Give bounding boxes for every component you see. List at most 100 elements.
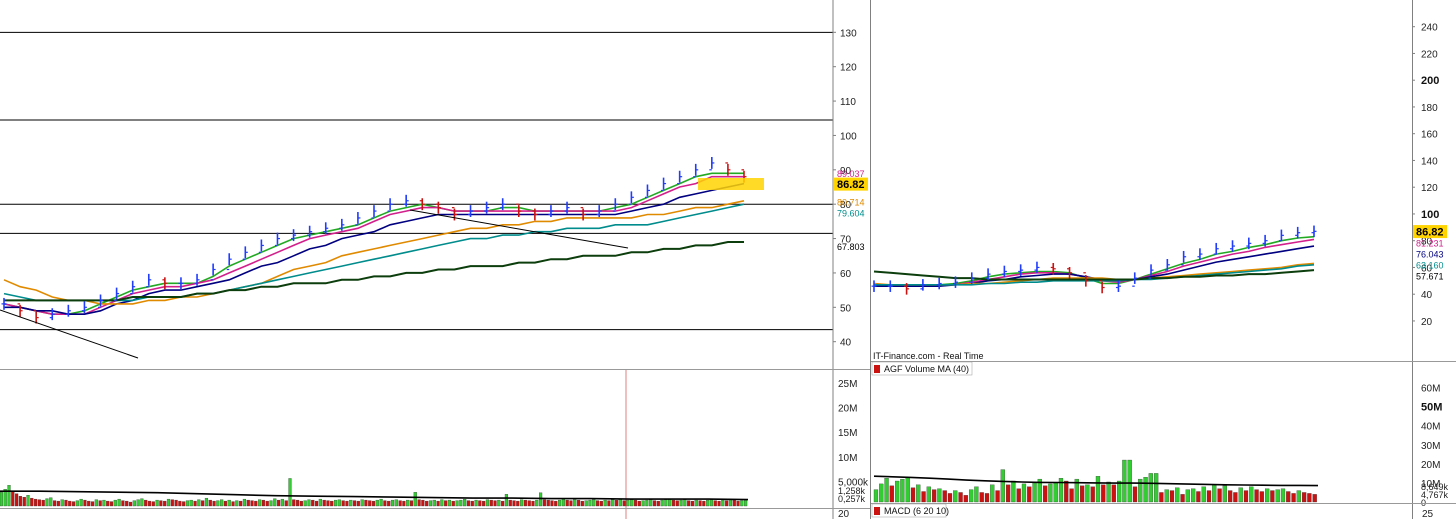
price-tick-label-9: 40 <box>840 338 852 349</box>
volume-bar-138 <box>523 499 527 507</box>
volume-bar-109 <box>413 492 417 507</box>
volume-bar-181 <box>687 500 691 507</box>
volume-bar-2 <box>7 485 11 507</box>
volume-bar-48 <box>1127 459 1132 503</box>
volume-bar-40 <box>151 501 155 507</box>
volume-bar-65 <box>246 499 250 507</box>
volume-bar-125 <box>474 499 478 507</box>
volume-bar-75 <box>1270 490 1275 503</box>
volume-bar-108 <box>409 500 414 507</box>
volume-bar-81 <box>1301 492 1307 503</box>
volume-bar-141 <box>535 499 539 507</box>
source-label: IT-Finance.com - Real Time <box>873 351 984 361</box>
volume-bar-19 <box>71 501 76 507</box>
volume-tag-0: 8,649k <box>1421 482 1449 492</box>
volume-bar-93 <box>352 500 357 507</box>
volume-bar-129 <box>489 499 493 507</box>
right-volume-bars <box>873 459 1319 503</box>
right-chart: 240 220 200 180 160 140 120 100 80 60 40 20 86.8281… <box>871 0 1456 519</box>
volume-bar-6 <box>905 477 910 503</box>
left-trendlines <box>0 209 629 359</box>
volume-bar-44 <box>166 498 171 507</box>
volume-panel-header: AGF Volume MA (40) <box>871 361 973 376</box>
volume-bar-113 <box>428 500 433 507</box>
volume-bar-14 <box>947 493 953 503</box>
volume-bar-123 <box>466 500 471 507</box>
volume-bar-53 <box>201 500 205 507</box>
volume-bar-146 <box>554 500 558 507</box>
volume-bar-5 <box>900 478 905 503</box>
volume-bar-43 <box>1101 484 1106 503</box>
volume-bar-148 <box>561 498 565 507</box>
right-price-axis: 240 220 200 180 160 140 120 100 80 60 40 20 <box>1412 23 1439 328</box>
volume-bar-55 <box>1164 489 1169 503</box>
volume-bar-161 <box>611 499 615 507</box>
volume-bar-124 <box>470 500 474 507</box>
volume-bar-67 <box>254 500 258 507</box>
volume-bar-27 <box>1016 488 1021 503</box>
volume-bar-0 <box>873 489 879 503</box>
volume-bar-145 <box>550 500 554 507</box>
volume-bar-117 <box>444 500 448 507</box>
volume-bar-182 <box>690 500 695 507</box>
volume-legend-icon <box>874 365 880 373</box>
volume-bar-70 <box>265 500 269 507</box>
volume-bar-66 <box>250 500 254 507</box>
volume-bar-64 <box>242 498 247 507</box>
macd-panel-header: MACD (6 20 10) <box>871 503 949 518</box>
volume-bar-85 <box>322 499 326 507</box>
volume-bar-45 <box>170 499 174 507</box>
volume-bar-121 <box>459 499 463 507</box>
price-tag-1: 86.82 <box>837 179 865 191</box>
volume-bar-23 <box>87 500 91 507</box>
volume-bar-144 <box>546 499 550 507</box>
volume-bar-168 <box>637 500 641 507</box>
series-ma-teal <box>874 264 1315 286</box>
volume-bar-10 <box>926 486 931 503</box>
volume-bar-42 <box>1095 476 1101 503</box>
volume-bar-16 <box>958 492 963 503</box>
volume-bar-19 <box>974 486 979 503</box>
volume-bar-18 <box>968 489 974 503</box>
price-tick-label-7: 100 <box>1421 209 1439 221</box>
price-tick-label-7: 60 <box>840 269 852 280</box>
volume-bar-156 <box>592 499 596 507</box>
price-tick-label-9: 60 <box>1421 263 1433 274</box>
volume-bar-38 <box>144 499 148 507</box>
price-tick-label-0: 130 <box>840 28 857 39</box>
left-price-axis: 130 120 110 100 90 80 70 60 50 40 <box>833 28 857 349</box>
volume-bar-79 <box>1291 493 1296 503</box>
volume-bar-131 <box>497 499 501 507</box>
volume-tick-label-1: 50M <box>1421 402 1442 414</box>
volume-bar-107 <box>406 499 410 507</box>
volume-bar-22 <box>83 499 87 507</box>
volume-bar-95 <box>360 499 364 507</box>
series-ma-magenta <box>3 175 744 316</box>
volume-bar-154 <box>584 500 588 507</box>
series-ma-orange <box>3 200 745 305</box>
volume-bar-192 <box>728 499 733 507</box>
volume-bar-99 <box>375 499 379 507</box>
price-tag-0: 89.037 <box>837 169 865 179</box>
volume-bar-81 <box>307 499 311 507</box>
volume-bar-62 <box>1201 486 1206 503</box>
volume-bar-11 <box>931 489 937 503</box>
volume-bar-191 <box>725 500 729 507</box>
volume-bar-158 <box>599 500 603 507</box>
price-tag-bg-1 <box>834 177 868 191</box>
volume-bar-51 <box>1143 477 1148 503</box>
volume-bar-28 <box>106 500 110 507</box>
price-tag-3: 63.160 <box>1416 261 1444 271</box>
volume-header-box <box>871 361 973 376</box>
volume-bar-58 <box>1180 494 1185 503</box>
volume-bar-142 <box>539 492 543 507</box>
volume-bar-76 <box>288 478 292 507</box>
volume-bar-92 <box>349 499 353 507</box>
volume-bar-41 <box>155 499 159 507</box>
volume-bar-39 <box>147 500 152 507</box>
volume-bar-27 <box>102 499 106 507</box>
volume-bar-46 <box>174 499 178 507</box>
volume-bar-172 <box>652 500 657 507</box>
volume-bar-51 <box>193 500 197 507</box>
